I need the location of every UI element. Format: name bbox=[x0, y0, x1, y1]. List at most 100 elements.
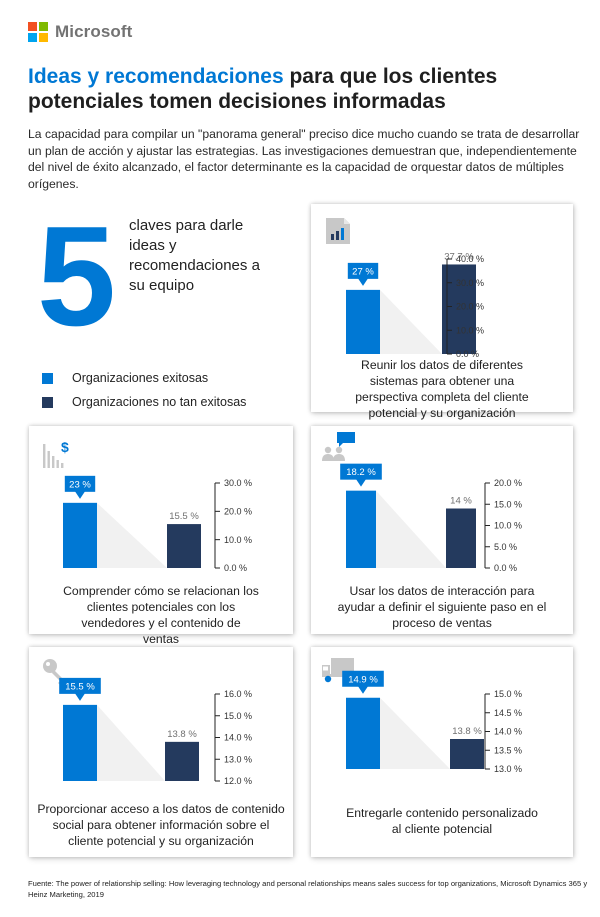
logo-square-blue bbox=[28, 33, 37, 42]
y-tick-label: 13.5 % bbox=[494, 745, 522, 755]
truck-icon bbox=[322, 658, 354, 683]
y-tick-label: 15.0 % bbox=[224, 711, 252, 721]
bar bbox=[442, 264, 476, 354]
bar bbox=[446, 508, 476, 568]
legend-item: Organizaciones exitosas bbox=[42, 366, 246, 390]
dollar-bars-icon: $ bbox=[43, 439, 69, 468]
key-text: claves para darle ideas y recomendacione… bbox=[129, 217, 260, 294]
data-label: 27 % bbox=[352, 266, 374, 277]
callout-box bbox=[347, 262, 379, 279]
data-label: 14 % bbox=[450, 496, 472, 507]
chart-caption: Comprender cómo se relacionan los client… bbox=[63, 584, 259, 646]
intro-paragraph: La capacidad para compilar un "panorama … bbox=[28, 127, 580, 191]
data-label: 13.8 % bbox=[167, 729, 197, 740]
y-tick-label: 10.0 % bbox=[494, 521, 522, 531]
y-tick-label: 14.5 % bbox=[494, 708, 522, 718]
windows-logo-icon bbox=[28, 22, 48, 42]
source-footnote: Fuente: The power of relationship sellin… bbox=[28, 879, 588, 899]
y-tick-label: 14.0 % bbox=[224, 733, 252, 743]
y-tick-label: 10.0 % bbox=[224, 535, 252, 545]
bar bbox=[346, 490, 376, 568]
y-tick-label: 15.0 % bbox=[494, 689, 522, 699]
chart-card: 18.2 % 14 % 0.0 % 5.0 % 10.0 % 15.0 % 20.0 % U… bbox=[311, 426, 573, 634]
chart-caption: Reunir los datos de diferentes sistemas … bbox=[355, 358, 529, 420]
shadow-wedge bbox=[380, 697, 450, 769]
microsoft-logo: Microsoft bbox=[28, 22, 132, 42]
chart-card: 27 % 37.7 % 0.0 % 10.0 % 20.0 % 30.0 % 40.0 % … bbox=[311, 204, 573, 420]
chart-caption: Entregarle contenido personalizado al cl… bbox=[346, 806, 538, 836]
callout-box bbox=[59, 677, 101, 694]
logo-square-red bbox=[28, 22, 37, 31]
y-tick-label: 20.0 % bbox=[494, 478, 522, 488]
legend-label: Organizaciones exitosas bbox=[72, 371, 209, 385]
callout-pointer bbox=[358, 686, 368, 694]
svg-text:$: $ bbox=[61, 439, 69, 455]
chart-card: 15.5 % 13.8 % 12.0 % 13.0 % 14.0 % 15.0 % 16.0… bbox=[29, 647, 293, 857]
bar bbox=[450, 739, 484, 769]
bar-chart: 15.5 % 13.8 % 12.0 % 13.0 % 14.0 % 15.0 % 16.0… bbox=[59, 677, 252, 786]
data-label: 14.9 % bbox=[348, 674, 378, 685]
bar-chart-icon bbox=[326, 218, 350, 244]
legend-item: Organizaciones no tan exitosas bbox=[42, 390, 246, 414]
bar bbox=[346, 289, 380, 354]
legend: Organizaciones exitosas Organizaciones n… bbox=[42, 366, 246, 414]
callout-pointer bbox=[358, 278, 368, 286]
bar-chart: 23 % 15.5 % 0.0 % 10.0 % 20.0 % 30.0 % bbox=[63, 475, 252, 573]
callout-box bbox=[342, 670, 384, 687]
data-label: 18.2 % bbox=[346, 467, 376, 478]
bar-chart: 27 % 37.7 % 0.0 % 10.0 % 20.0 % 30.0 % 40.0 % bbox=[346, 251, 484, 359]
people-chat-icon bbox=[322, 432, 355, 461]
y-tick-label: 16.0 % bbox=[224, 689, 252, 699]
logo-square-yellow bbox=[39, 33, 48, 42]
title-accent: Ideas y recomendaciones bbox=[28, 65, 284, 88]
y-tick-label: 30.0 % bbox=[224, 478, 252, 488]
data-label: 23 % bbox=[69, 479, 91, 490]
bar-chart: 18.2 % 14 % 0.0 % 5.0 % 10.0 % 15.0 % 20.0 % bbox=[340, 463, 522, 573]
shadow-wedge bbox=[97, 704, 165, 781]
title-rest: para que los clientes potenciales tomen … bbox=[28, 65, 498, 113]
legend-swatch bbox=[42, 372, 53, 384]
bar bbox=[165, 741, 199, 781]
data-label: 15.5 % bbox=[65, 681, 95, 692]
callout-box bbox=[340, 463, 382, 480]
bar bbox=[346, 697, 380, 769]
shadow-wedge bbox=[380, 289, 442, 354]
y-tick-label: 0.0 % bbox=[224, 563, 247, 573]
data-label: 37.7 % bbox=[444, 251, 474, 262]
shadow-wedge bbox=[376, 490, 446, 568]
bar bbox=[167, 524, 201, 568]
y-tick-label: 40.0 % bbox=[456, 254, 484, 264]
key-number: 5 bbox=[37, 197, 116, 356]
y-tick-label: 13.0 % bbox=[224, 754, 252, 764]
y-tick-label: 5.0 % bbox=[494, 542, 517, 552]
data-label: 15.5 % bbox=[169, 511, 199, 522]
y-tick-label: 0.0 % bbox=[494, 563, 517, 573]
chart-caption: Usar los datos de interacción para ayuda… bbox=[337, 584, 547, 630]
chart-caption: Proporcionar acceso a los datos de conte… bbox=[37, 802, 285, 848]
y-tick-label: 13.0 % bbox=[494, 764, 522, 774]
brand-name: Microsoft bbox=[55, 22, 133, 41]
y-tick-label: 14.0 % bbox=[494, 727, 522, 737]
callout-box bbox=[64, 475, 96, 492]
legend-label: Organizaciones no tan exitosas bbox=[72, 395, 247, 409]
y-tick-label: 20.0 % bbox=[224, 507, 252, 517]
chart-card: 14.9 % 13.8 % 13.0 % 13.5 % 14.0 % 14.5 % 15.0… bbox=[311, 647, 573, 857]
y-tick-label: 12.0 % bbox=[224, 776, 252, 786]
callout-pointer bbox=[356, 479, 366, 487]
callout-pointer bbox=[75, 693, 85, 701]
data-label: 13.8 % bbox=[452, 726, 482, 737]
chart-card: $ 23 % 15.5 % 0.0 % 10.0 % 20.0 % 30.0 % Comp… bbox=[29, 426, 293, 646]
bar bbox=[63, 704, 97, 781]
y-tick-label: 15.0 % bbox=[494, 499, 522, 509]
bar bbox=[63, 502, 97, 568]
logo-square-green bbox=[39, 22, 48, 31]
shadow-wedge bbox=[97, 502, 167, 568]
y-tick-label: 30.0 % bbox=[456, 278, 484, 288]
callout-pointer bbox=[75, 491, 85, 499]
y-tick-label: 10.0 % bbox=[456, 325, 484, 335]
legend-swatch bbox=[42, 396, 53, 408]
page-title: Ideas y recomendaciones para que los cli… bbox=[28, 64, 588, 114]
y-tick-label: 0.0 % bbox=[456, 349, 479, 359]
bar-chart: 14.9 % 13.8 % 13.0 % 13.5 % 14.0 % 14.5 % 15.0… bbox=[342, 670, 522, 774]
